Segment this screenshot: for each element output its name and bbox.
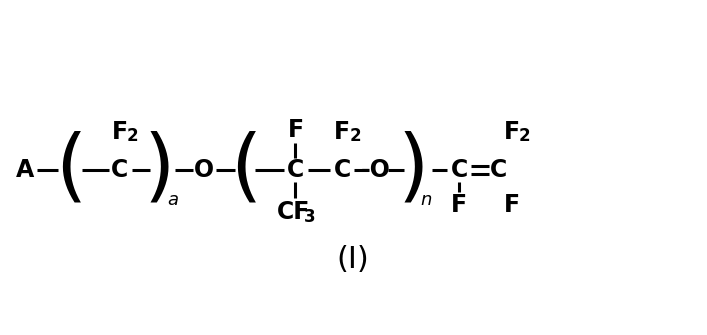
- Text: a: a: [167, 191, 178, 209]
- Text: ): ): [398, 131, 429, 209]
- Text: -O: -O: [361, 158, 391, 182]
- Text: O: O: [194, 158, 214, 182]
- Text: n: n: [421, 191, 432, 209]
- Text: C: C: [287, 158, 304, 182]
- Text: 2: 2: [519, 127, 530, 145]
- Text: (: (: [54, 131, 86, 209]
- Text: ): ): [144, 131, 175, 209]
- Text: F: F: [288, 118, 303, 142]
- Text: (I): (I): [337, 245, 369, 274]
- Text: F: F: [112, 120, 128, 144]
- Text: F: F: [503, 193, 520, 217]
- Text: C: C: [111, 158, 129, 182]
- Text: CF: CF: [277, 200, 310, 224]
- Text: C: C: [334, 158, 351, 182]
- Text: 2: 2: [127, 127, 139, 145]
- Text: C: C: [490, 158, 508, 182]
- Text: C: C: [450, 158, 468, 182]
- Text: F: F: [334, 120, 350, 144]
- Text: F: F: [451, 193, 467, 217]
- Text: (: (: [230, 131, 262, 209]
- Text: A: A: [16, 158, 34, 182]
- Text: 3: 3: [303, 208, 315, 225]
- Text: F: F: [503, 120, 520, 144]
- Text: 2: 2: [349, 127, 361, 145]
